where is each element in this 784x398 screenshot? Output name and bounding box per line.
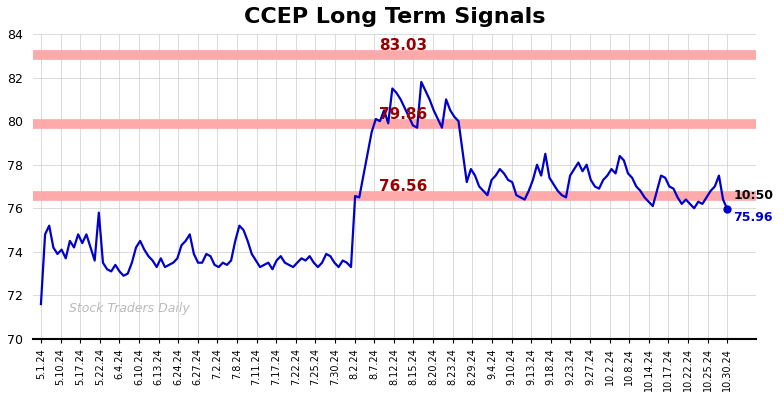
Text: 76.56: 76.56 bbox=[379, 179, 427, 194]
Text: Stock Traders Daily: Stock Traders Daily bbox=[69, 302, 190, 314]
Title: CCEP Long Term Signals: CCEP Long Term Signals bbox=[244, 7, 545, 27]
Text: 10:50: 10:50 bbox=[733, 189, 773, 201]
Text: 83.03: 83.03 bbox=[379, 38, 427, 53]
Text: 75.96: 75.96 bbox=[733, 211, 773, 224]
Text: 79.86: 79.86 bbox=[379, 107, 427, 122]
